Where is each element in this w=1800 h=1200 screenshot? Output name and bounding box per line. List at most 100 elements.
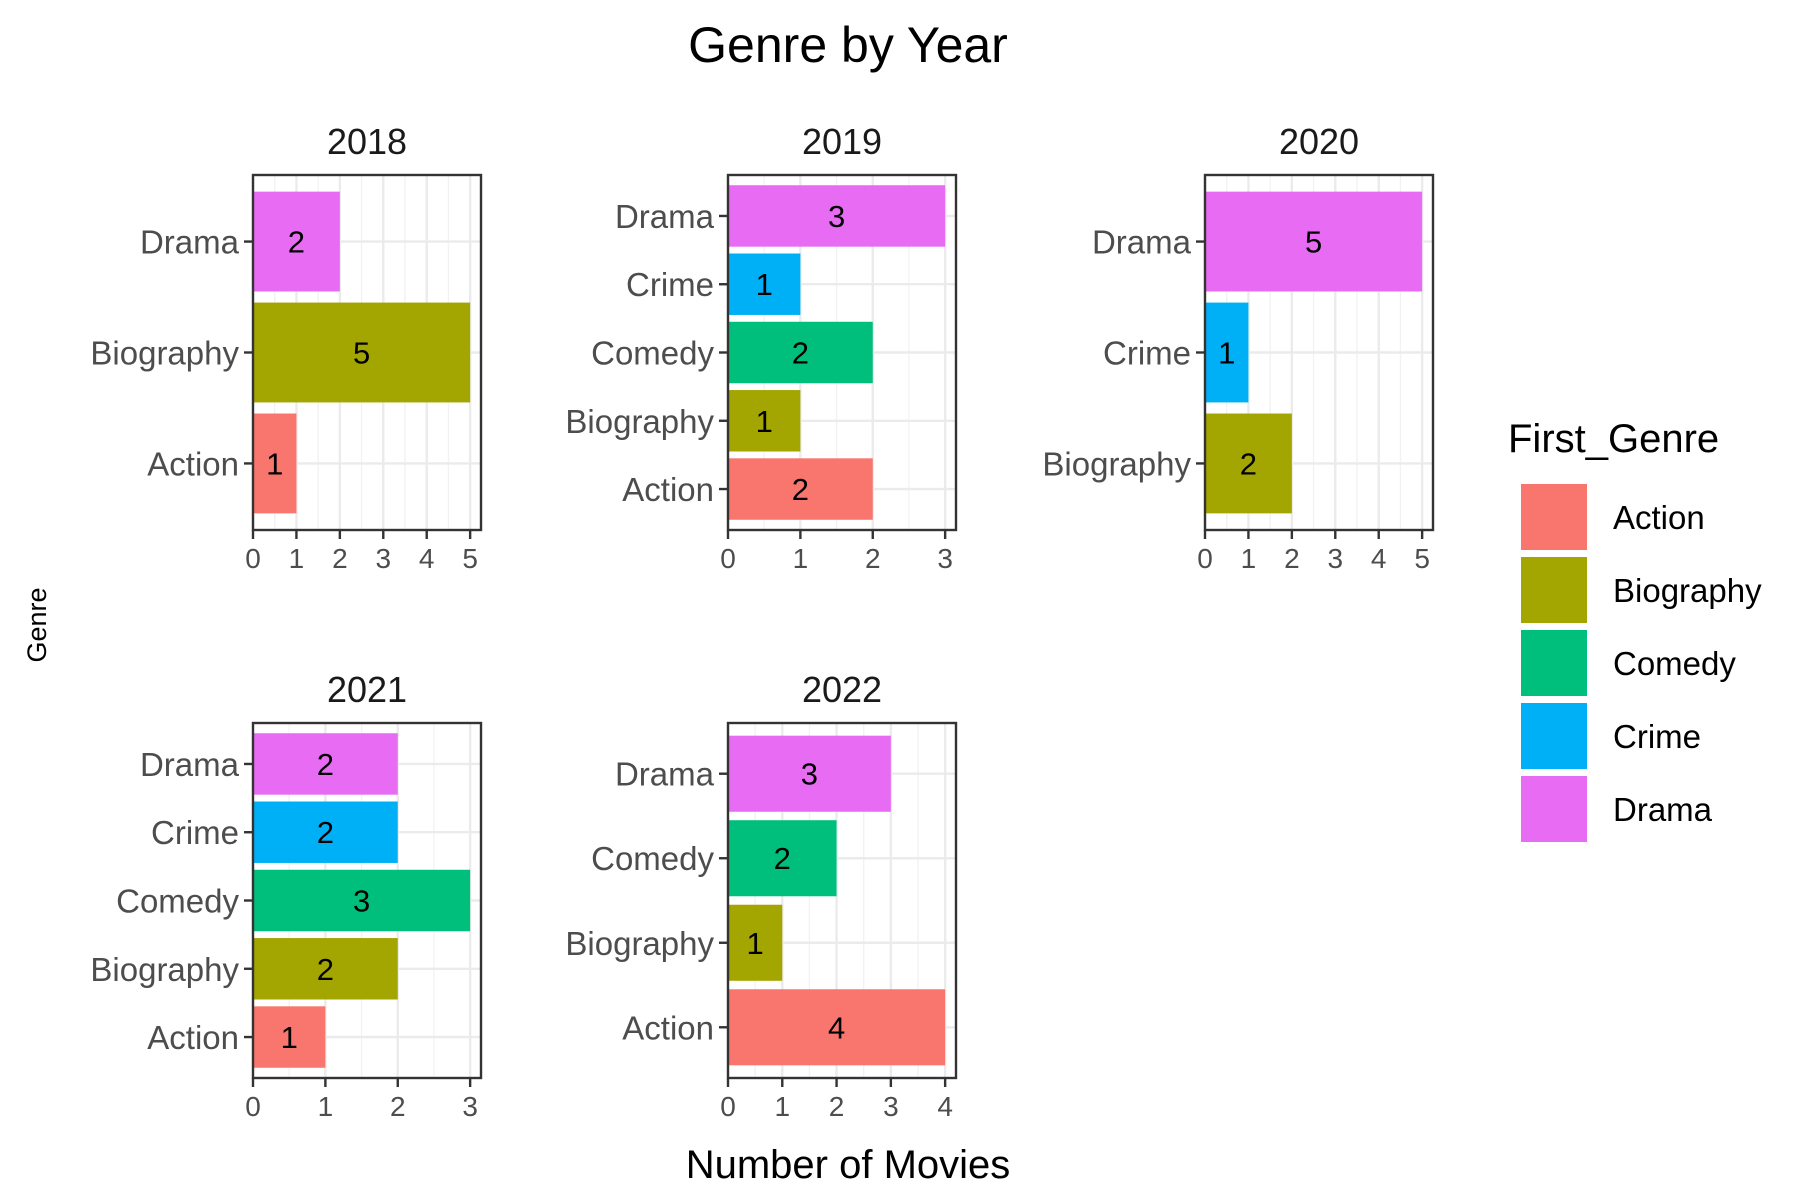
y-axis-title: Genre [22,587,52,662]
legend: First_Genre Action Biography Comedy Crime Dr… [1508,417,1762,842]
legend-label: Crime [1613,718,1701,755]
bar-crime [253,801,398,863]
bar-drama [728,185,946,247]
bar-comedy [253,869,471,932]
x-tick-label: 2 [390,1091,406,1122]
x-tick-label: 5 [1414,543,1430,574]
facet-label: 2020 [1279,121,1359,162]
bar-biography [253,938,398,1000]
x-tick-label: 1 [1241,543,1257,574]
bar-value-label: 2 [317,815,334,850]
x-tick-label: 3 [375,543,391,574]
y-tick-label: Action [147,445,239,482]
bar-value-label: 5 [353,336,370,371]
bar-drama [728,735,891,812]
y-tick-label: Biography [565,925,714,962]
y-tick-label: Drama [1092,224,1192,261]
x-tick-label: 2 [332,543,348,574]
bar-action [253,413,297,514]
bar-value-label: 2 [792,336,809,371]
bar-value-label: 2 [1240,446,1257,481]
y-tick-label: Action [147,1019,239,1056]
x-tick-label: 0 [245,1091,261,1122]
legend-key-action [1521,484,1587,550]
y-tick-label: Drama [140,224,240,261]
bar-biography [253,302,471,403]
bar-value-label: 1 [281,1020,298,1055]
legend-label: Drama [1613,791,1713,828]
x-tick-label: 2 [829,1091,845,1122]
legend-label: Comedy [1613,645,1736,682]
bar-value-label: 2 [288,225,305,260]
bar-value-label: 2 [317,747,334,782]
legend-key-biography [1521,557,1587,623]
bar-value-label: 4 [828,1010,845,1045]
chart-title: Genre by Year [688,17,1008,73]
legend-key-drama [1521,776,1587,842]
x-tick-label: 0 [720,543,736,574]
x-tick-label: 4 [1371,543,1387,574]
bar-crime [1205,302,1249,403]
legend-title: First_Genre [1508,417,1719,461]
x-tick-label: 5 [462,543,478,574]
bar-crime [728,253,801,315]
legend-key-comedy [1521,630,1587,696]
y-tick-label: Comedy [591,335,714,372]
y-tick-label: Crime [626,266,714,303]
bar-biography [728,390,801,452]
y-tick-label: Comedy [591,840,714,877]
y-tick-label: Biography [90,951,239,988]
x-tick-label: 3 [937,543,953,574]
x-tick-label: 1 [289,543,305,574]
bar-value-label: 2 [317,952,334,987]
x-tick-label: 1 [774,1091,790,1122]
bar-value-label: 1 [756,267,773,302]
facet-label: 2022 [802,669,882,710]
x-axis-title: Number of Movies [686,1143,1011,1187]
x-tick-label: 3 [462,1091,478,1122]
bar-comedy [728,820,837,897]
bar-value-label: 5 [1305,225,1322,260]
x-tick-label: 2 [1284,543,1300,574]
bar-biography [728,904,783,981]
y-tick-label: Drama [140,746,240,783]
bar-drama [253,191,340,292]
bar-value-label: 1 [756,404,773,439]
facet-label: 2021 [327,669,407,710]
bar-action [728,989,946,1066]
bar-value-label: 3 [828,199,845,234]
bar-action [253,1006,326,1068]
bar-value-label: 2 [792,472,809,507]
bar-value-label: 1 [747,926,764,961]
x-tick-label: 0 [1197,543,1213,574]
y-tick-label: Biography [1042,445,1191,482]
y-tick-label: Biography [90,335,239,372]
legend-label: Action [1613,499,1705,536]
facet-label: 2018 [327,121,407,162]
y-tick-label: Crime [1103,335,1191,372]
x-tick-label: 1 [318,1091,334,1122]
y-tick-label: Action [622,471,714,508]
bar-value-label: 2 [774,841,791,876]
x-tick-label: 3 [883,1091,899,1122]
bar-value-label: 3 [353,884,370,919]
y-tick-label: Crime [151,814,239,851]
bar-biography [1205,413,1292,514]
bar-drama [253,733,398,795]
legend-key-crime [1521,703,1587,769]
x-tick-label: 0 [720,1091,736,1122]
x-tick-label: 3 [1327,543,1343,574]
x-tick-label: 0 [245,543,261,574]
bar-value-label: 1 [1218,336,1235,371]
x-tick-label: 4 [419,543,435,574]
facet-panel: 4 1 2 3 Action Biography Comedy Drama 0 1 2 3 4 2022 [565,669,958,1122]
bar-drama [1205,191,1423,292]
y-tick-label: Drama [615,198,715,235]
x-tick-label: 4 [937,1091,953,1122]
x-tick-label: 2 [865,543,881,574]
